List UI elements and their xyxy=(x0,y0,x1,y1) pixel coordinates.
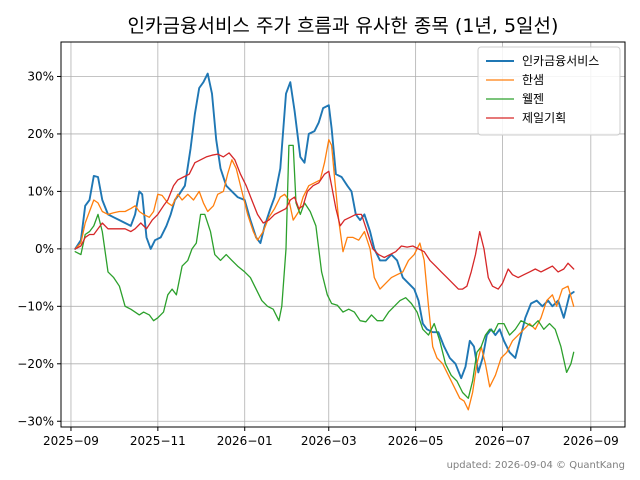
series-line-2 xyxy=(74,139,575,411)
legend-label: 웰젠 xyxy=(522,92,544,106)
chart-title: 인카금융서비스 주가 흐름과 유사한 종목 (1년, 5일선) xyxy=(128,15,559,37)
x-tick-label: 2025−11 xyxy=(130,434,186,448)
x-tick-label: 2026−09 xyxy=(563,434,619,448)
x-tick-label: 2026−07 xyxy=(475,434,531,448)
series-line-4 xyxy=(74,152,575,290)
x-tick-label: 2026−05 xyxy=(388,434,444,448)
x-tick-label: 2025−09 xyxy=(43,434,99,448)
y-tick-label: −10% xyxy=(17,299,54,313)
legend-label: 제일기획 xyxy=(522,111,566,125)
y-tick-label: 0% xyxy=(35,242,54,256)
legend-label: 한샘 xyxy=(522,73,544,87)
series-line-1 xyxy=(74,72,575,380)
y-tick-label: −20% xyxy=(17,357,54,371)
x-tick-label: 2026−01 xyxy=(217,434,273,448)
y-axis: −30% −20% −10% 0% 10% 20% 30% xyxy=(17,69,61,428)
footer-credit: updated: 2026-09-04 © QuantKang xyxy=(447,460,625,471)
y-tick-label: 20% xyxy=(27,127,54,141)
series-line-3 xyxy=(74,144,575,399)
y-tick-label: 10% xyxy=(27,184,54,198)
axes-frame xyxy=(60,41,626,428)
y-tick-label: 30% xyxy=(27,69,54,83)
legend-label: 인카금융서비스 xyxy=(522,54,599,68)
legend-box xyxy=(477,46,621,136)
x-tick-label: 2026−03 xyxy=(301,434,357,448)
x-axis: 2025−09 2025−11 2026−01 2026−03 2026−05 2026−… xyxy=(43,427,619,448)
plot-area xyxy=(74,72,575,411)
y-tick-label: −30% xyxy=(17,414,54,428)
